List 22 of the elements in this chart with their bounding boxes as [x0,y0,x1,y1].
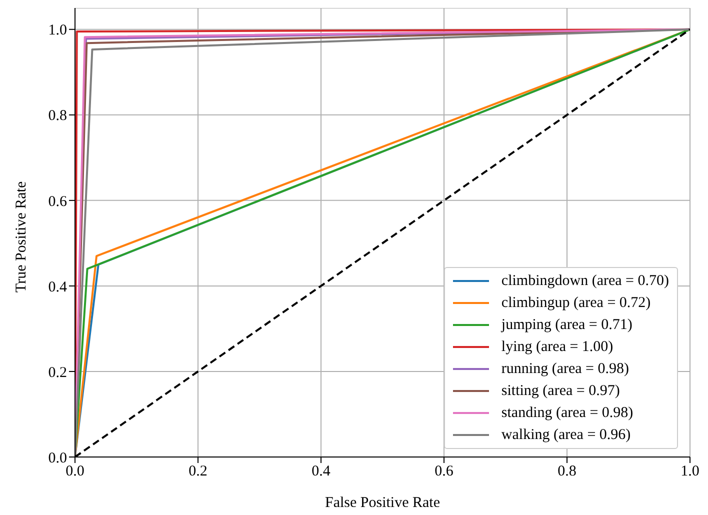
legend-label: climbingdown (area = 0.70) [501,272,669,290]
legend-label: climbingup (area = 0.72) [501,294,651,312]
legend-label: standing (area = 0.98) [501,404,634,422]
legend-label: running (area = 0.98) [501,360,630,378]
legend-label: walking (area = 0.96) [501,426,631,444]
x-tick-label: 0.0 [66,464,84,480]
y-tick-label: 0.0 [48,450,67,466]
x-tick-label: 0.8 [558,464,576,480]
y-tick-label: 0.8 [48,108,67,124]
legend-label: jumping (area = 0.71) [501,316,632,334]
y-tick-label: 1.0 [48,22,67,39]
x-tick-label: 0.2 [188,464,208,480]
y-tick-label: 0.6 [48,194,68,210]
x-axis-title: False Positive Rate [325,495,440,511]
y-tick-label: 0.2 [48,364,67,381]
legend-label: lying (area = 1.00) [501,338,614,356]
x-tick-label: 1.0 [680,464,700,480]
y-tick-label: 0.4 [48,279,68,296]
x-tick-label: 0.6 [434,464,454,480]
legend-label: sitting (area = 0.97) [501,382,620,400]
x-tick-label: 0.4 [312,464,331,480]
y-axis-title: True Positive Rate [13,181,30,292]
